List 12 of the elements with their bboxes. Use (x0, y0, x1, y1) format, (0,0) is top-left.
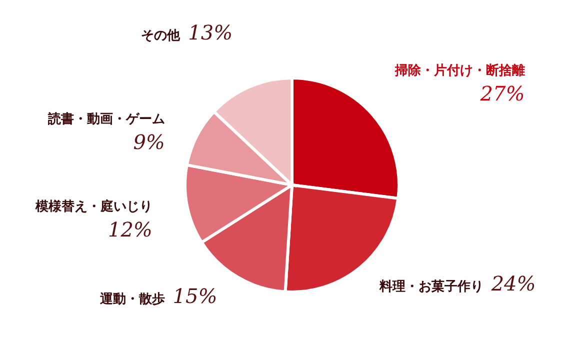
slice-label: 料理・お菓子作り (378, 278, 484, 295)
slice-label: 運動・散歩 (98, 292, 165, 307)
data-label: 27% (479, 81, 525, 106)
slice-label: その他 (141, 28, 182, 44)
slice-label: 掃除・片付け・断捨離 (394, 63, 525, 78)
data-label: 9% (133, 130, 165, 154)
data-label: 13% (188, 20, 233, 44)
data-label: 12% (108, 218, 152, 242)
data-label: 24% (490, 272, 536, 296)
slice-label: 模様替え・庭いじり (34, 198, 152, 215)
data-label: 15% (172, 284, 218, 308)
slice-label: 読書・動画・ゲーム (46, 110, 165, 127)
